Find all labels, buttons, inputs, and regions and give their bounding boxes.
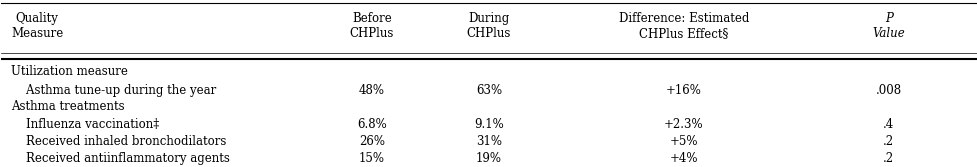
Text: During
CHPlus: During CHPlus <box>466 12 511 40</box>
Text: Quality
Measure: Quality Measure <box>11 12 64 40</box>
Text: .2: .2 <box>882 152 894 165</box>
Text: Difference: Estimated
CHPlus Effect§: Difference: Estimated CHPlus Effect§ <box>618 12 748 40</box>
Text: 6.8%: 6.8% <box>357 118 387 131</box>
Text: +16%: +16% <box>665 84 701 97</box>
Text: Asthma tune-up during the year: Asthma tune-up during the year <box>11 84 216 97</box>
Text: .008: .008 <box>874 84 901 97</box>
Text: .2: .2 <box>882 135 894 148</box>
Text: .4: .4 <box>882 118 894 131</box>
Text: 15%: 15% <box>359 152 385 165</box>
Text: Before
CHPlus: Before CHPlus <box>350 12 394 40</box>
Text: Received antiinflammatory agents: Received antiinflammatory agents <box>11 152 230 165</box>
Text: 31%: 31% <box>476 135 501 148</box>
Text: 26%: 26% <box>359 135 385 148</box>
Text: Influenza vaccination‡: Influenza vaccination‡ <box>11 118 159 131</box>
Text: +5%: +5% <box>669 135 698 148</box>
Text: Asthma treatments: Asthma treatments <box>11 100 125 113</box>
Text: +2.3%: +2.3% <box>663 118 703 131</box>
Text: Received inhaled bronchodilators: Received inhaled bronchodilators <box>11 135 227 148</box>
Text: Utilization measure: Utilization measure <box>11 65 128 78</box>
Text: +4%: +4% <box>669 152 698 165</box>
Text: 48%: 48% <box>359 84 385 97</box>
Text: 19%: 19% <box>476 152 501 165</box>
Text: P
Value: P Value <box>871 12 905 40</box>
Text: 9.1%: 9.1% <box>474 118 503 131</box>
Text: 63%: 63% <box>476 84 501 97</box>
